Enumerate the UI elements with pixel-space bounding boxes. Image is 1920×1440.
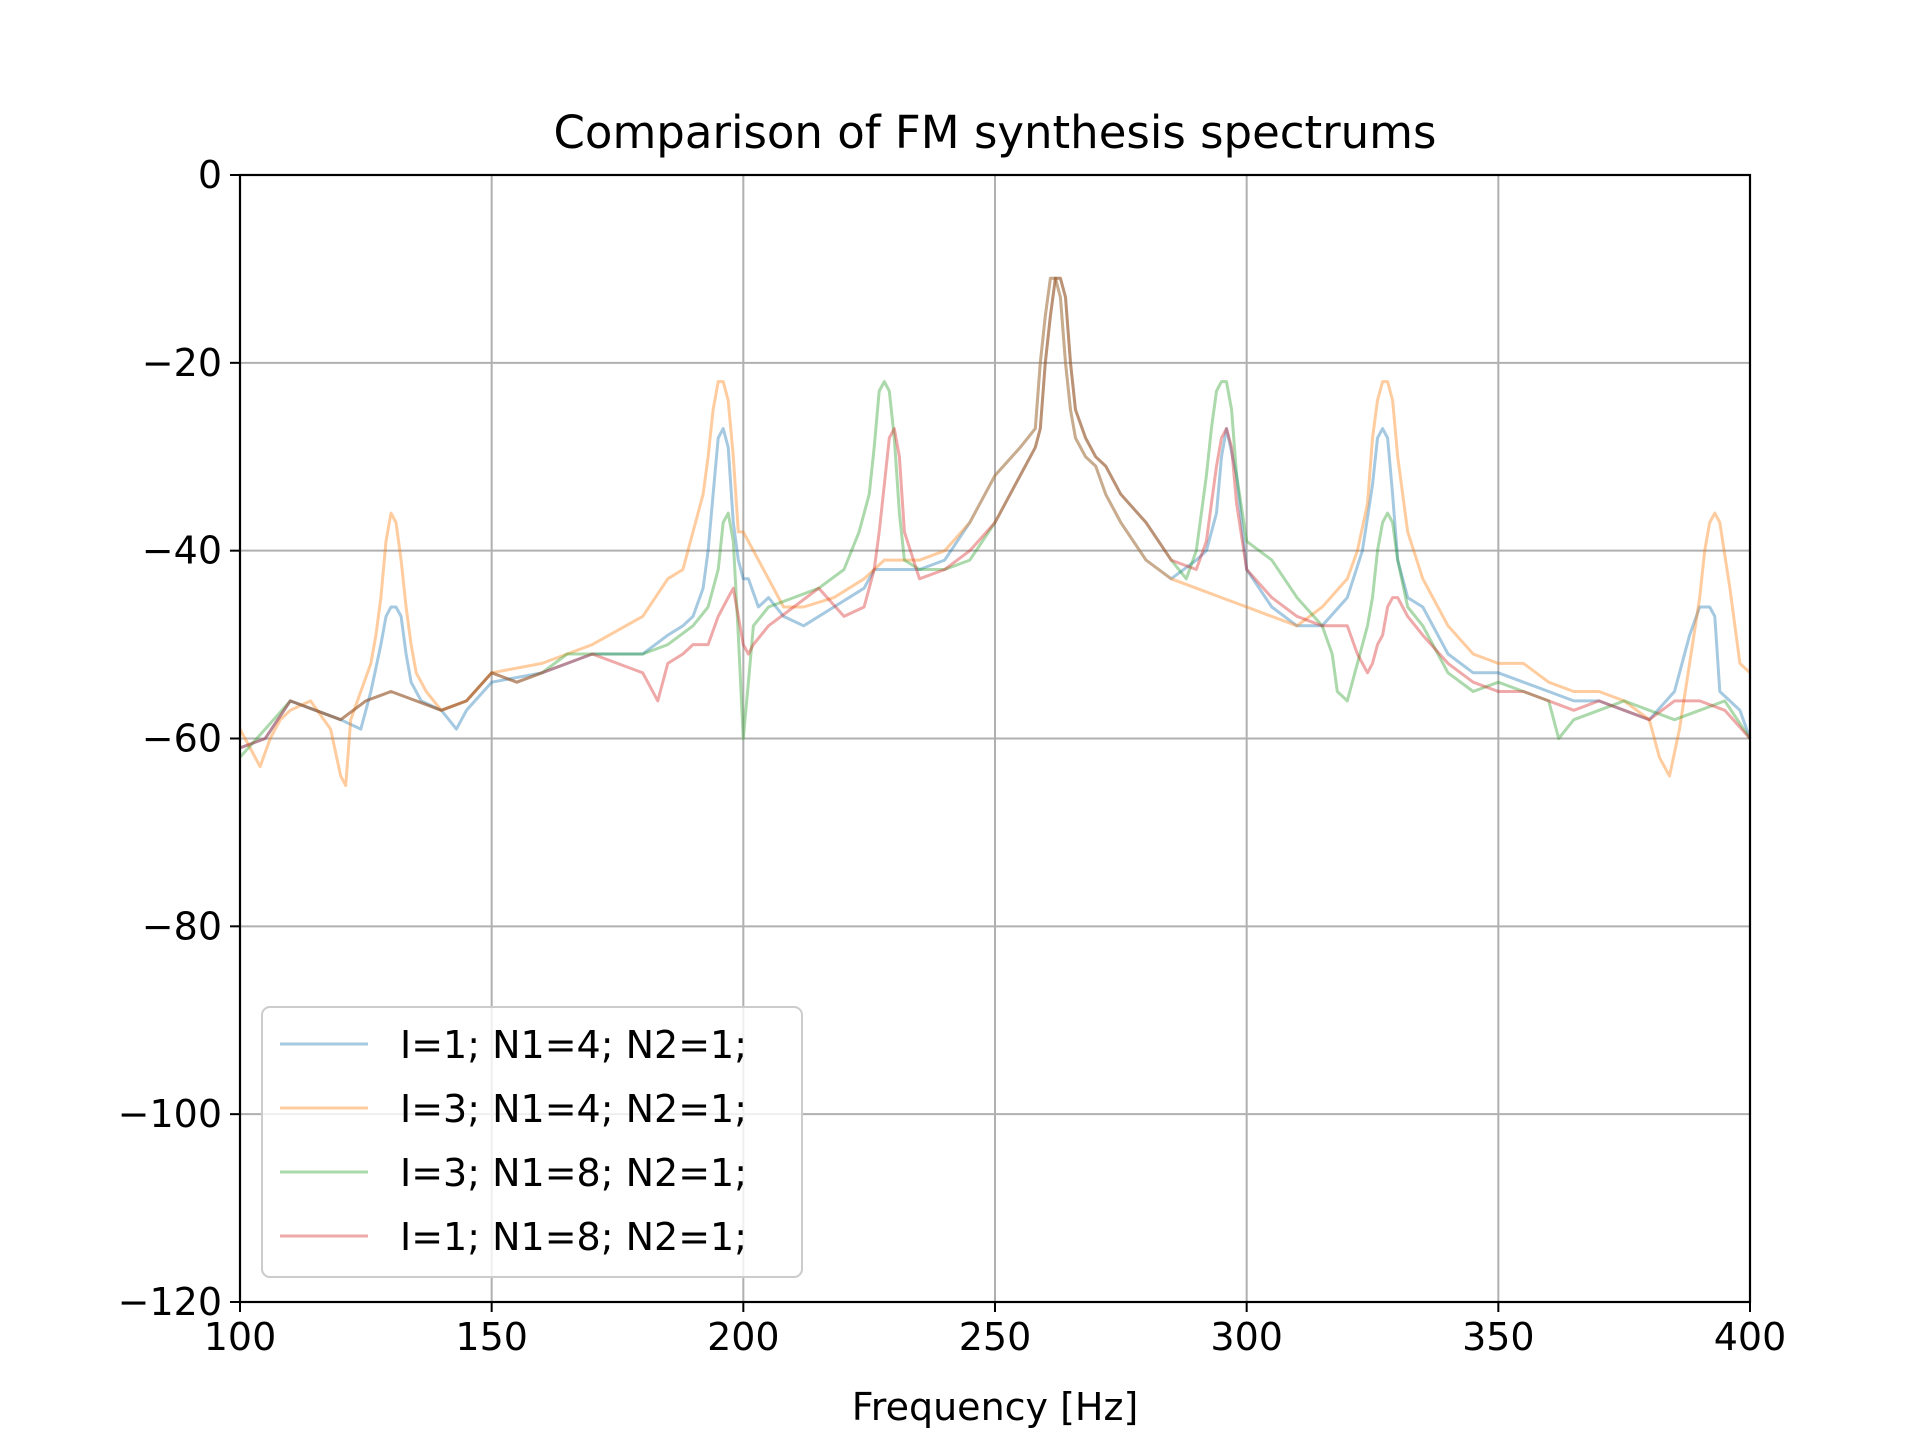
legend: I=1; N1=4; N2=1; I=3; N1=4; N2=1; I=3; N1=… [261, 1006, 803, 1278]
y-tick-label-3: −60 [142, 717, 222, 761]
legend-label-4: I=1; N1=8; N2=1; [400, 1215, 747, 1259]
series-line-4 [239, 276, 1752, 750]
series-layer [238, 276, 1752, 787]
y-tick-label-0: 0 [198, 153, 222, 197]
series-line-2 [238, 276, 1752, 787]
x-tick-label-4: 300 [1210, 1315, 1283, 1359]
series-line-1 [239, 276, 1752, 750]
x-tick-label-2: 200 [707, 1315, 780, 1359]
legend-box [261, 1006, 803, 1278]
x-axis-label: Frequency [Hz] [852, 1385, 1139, 1429]
series-line-3 [238, 276, 1752, 759]
x-tick-label-1: 150 [455, 1315, 528, 1359]
legend-label-3: I=3; N1=8; N2=1; [400, 1151, 747, 1195]
x-tick-label-6: 400 [1714, 1315, 1787, 1359]
x-tick-label-3: 250 [959, 1315, 1032, 1359]
legend-label-1: I=1; N1=4; N2=1; [400, 1023, 747, 1067]
y-tick-label-5: −100 [118, 1092, 222, 1136]
x-tick-label-0: 100 [204, 1315, 277, 1359]
y-tick-label-1: −20 [142, 341, 222, 385]
tick-layer: 100 150 200 250 300 350 400 0 −20 −40 −60 −80 −100 −1… [118, 153, 1787, 1359]
y-tick-label-4: −80 [142, 904, 222, 948]
y-tick-label-6: −120 [118, 1280, 222, 1324]
x-tick-label-5: 350 [1462, 1315, 1535, 1359]
legend-label-2: I=3; N1=4; N2=1; [400, 1087, 747, 1131]
y-tick-label-2: −40 [142, 529, 222, 573]
chart-title: Comparison of FM synthesis spectrums [554, 106, 1437, 159]
